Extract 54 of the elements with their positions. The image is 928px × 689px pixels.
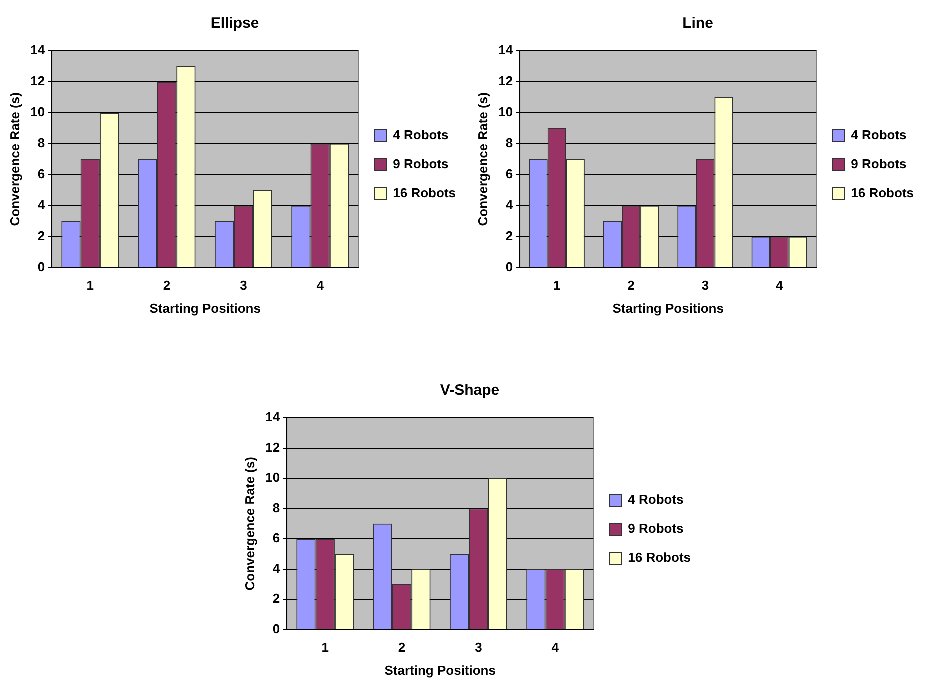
y-tick-label: 4 — [38, 197, 46, 212]
y-tick-label: 8 — [272, 500, 280, 516]
chart-title: V-Shape — [440, 382, 500, 400]
y-tick-label: 14 — [30, 42, 46, 58]
x-tick-label: 1 — [554, 278, 561, 294]
legend-label: 16 Robots — [628, 550, 691, 566]
y-axis-title: Convergence Rate (s) — [475, 92, 490, 226]
y-tick-label: 10 — [266, 470, 280, 486]
x-tick-label: 1 — [322, 640, 329, 656]
y-tick-label: 6 — [272, 530, 280, 546]
x-tick-label: 3 — [475, 640, 482, 656]
y-tick-label: 0 — [506, 259, 514, 274]
y-tick-label: 6 — [506, 166, 514, 182]
y-tick-label: 14 — [498, 42, 514, 58]
legend-label: 16 Robots — [851, 186, 914, 201]
x-tick-label: 2 — [628, 278, 635, 294]
y-axis-title: Convergence Rate (s) — [7, 92, 22, 226]
y-tick-label: 6 — [38, 166, 46, 182]
y-tick-label: 4 — [506, 197, 514, 212]
x-tick-label: 2 — [163, 278, 171, 294]
legend-label: 4 Robots — [851, 128, 907, 143]
y-tick-label: 2 — [38, 228, 46, 244]
legend-label: 9 Robots — [628, 521, 684, 536]
chart-title: Line — [682, 15, 714, 32]
y-tick-label: 10 — [498, 104, 514, 120]
legend-label: 4 Robots — [393, 128, 449, 143]
x-tick-label: 4 — [776, 278, 784, 294]
y-tick-label: 2 — [272, 591, 280, 606]
x-tick-label: 2 — [398, 640, 406, 656]
x-tick-label: 1 — [86, 278, 94, 294]
y-tick-label: 10 — [30, 104, 46, 120]
y-tick-label: 0 — [38, 259, 46, 274]
x-axis-title: Starting Positions — [612, 300, 724, 316]
y-tick-label: 12 — [30, 74, 46, 89]
y-tick-label: 14 — [266, 410, 281, 425]
x-axis-title: Starting Positions — [384, 662, 496, 678]
x-tick-label: 3 — [240, 278, 248, 294]
legend-label: 16 Robots — [393, 186, 456, 201]
y-axis-title: Convergence Rate (s) — [242, 457, 258, 591]
y-tick-label: 2 — [506, 228, 514, 244]
legend-label: 9 Robots — [393, 156, 449, 172]
legend-label: 9 Robots — [851, 156, 907, 172]
y-tick-label: 8 — [38, 135, 46, 150]
x-tick-label: 4 — [552, 640, 560, 656]
y-tick-label: 12 — [498, 74, 514, 89]
y-tick-label: 0 — [272, 621, 280, 636]
legend-label: 4 Robots — [628, 492, 684, 508]
x-axis-title: Starting Positions — [150, 300, 261, 316]
x-tick-label: 3 — [702, 278, 710, 294]
y-tick-label: 8 — [506, 135, 514, 150]
y-tick-label: 4 — [272, 560, 281, 576]
x-tick-label: 4 — [316, 278, 325, 294]
y-tick-label: 12 — [266, 440, 280, 455]
chart-title: Ellipse — [210, 15, 260, 32]
